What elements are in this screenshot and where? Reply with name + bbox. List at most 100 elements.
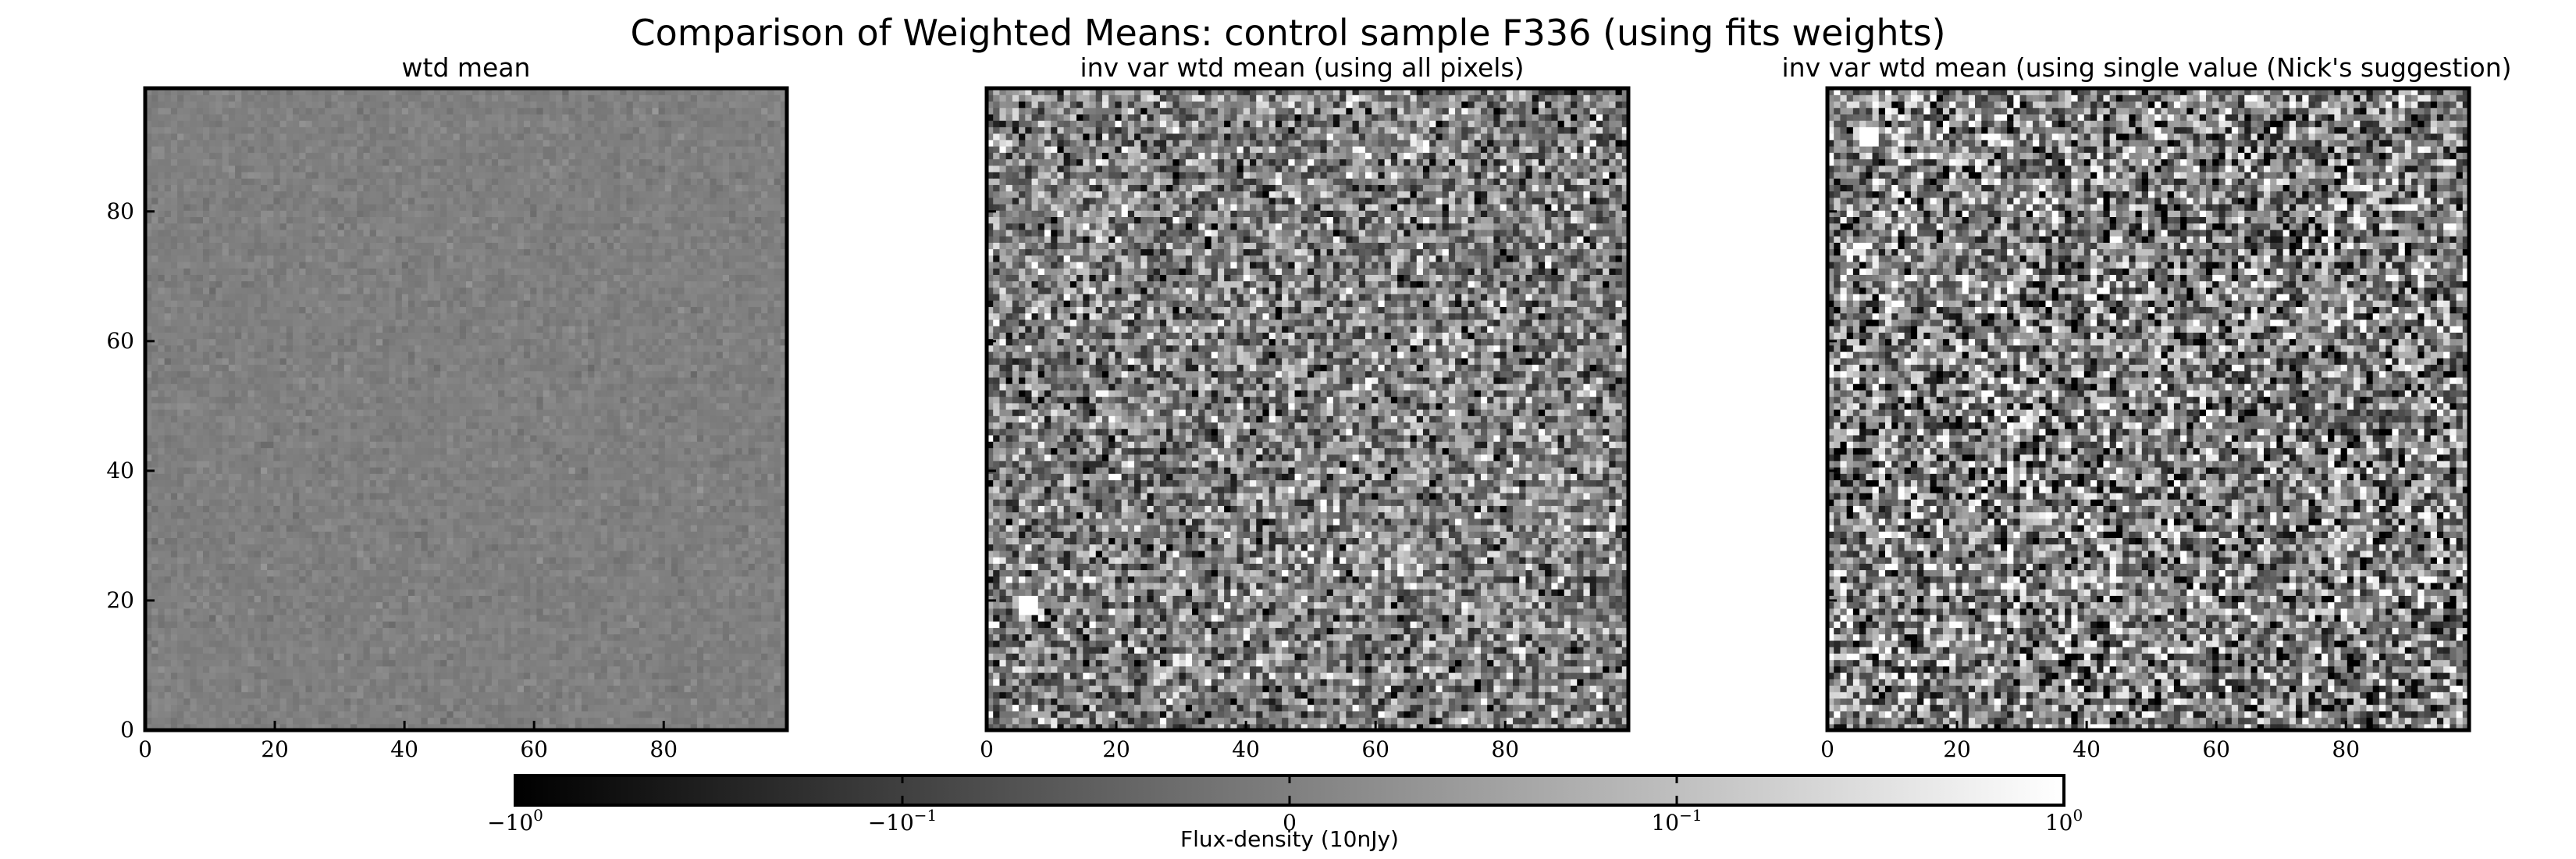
heatmap-cell	[543, 479, 550, 487]
heatmap-cell	[228, 640, 236, 647]
heatmap-cell	[722, 589, 730, 596]
heatmap-cell	[562, 601, 570, 609]
heatmap-cell	[575, 499, 582, 506]
heatmap-cell	[626, 441, 634, 448]
heatmap-cell	[447, 589, 454, 596]
heatmap-cell	[267, 627, 274, 635]
heatmap-cell	[305, 557, 313, 564]
heatmap-cell	[658, 640, 666, 647]
heatmap-cell	[247, 434, 255, 442]
heatmap-cell	[440, 576, 447, 583]
heatmap-cell	[293, 409, 300, 416]
heatmap-cell	[722, 537, 730, 545]
heatmap-cell	[427, 711, 435, 718]
heatmap-cell	[536, 697, 544, 705]
heatmap-cell	[453, 415, 461, 423]
heatmap-cell	[305, 569, 313, 577]
heatmap-cell	[780, 428, 788, 436]
heatmap-cell	[556, 409, 563, 416]
heatmap-cell	[337, 409, 345, 416]
heatmap-cell	[472, 531, 480, 538]
heatmap-cell	[170, 460, 178, 468]
heatmap-cell	[568, 415, 576, 423]
heatmap-cell	[614, 659, 621, 667]
heatmap-cell	[433, 685, 441, 693]
heatmap-cell	[536, 659, 544, 667]
heatmap-cell	[498, 621, 505, 629]
heatmap-cell	[581, 659, 589, 667]
heatmap-cell	[549, 479, 557, 487]
heatmap-cell	[209, 691, 217, 699]
heatmap-cell	[466, 589, 473, 596]
heatmap-cell	[479, 492, 486, 500]
heatmap-cell	[549, 697, 557, 705]
heatmap-cell	[343, 582, 351, 590]
heatmap-cell	[472, 569, 480, 577]
heatmap-cell	[209, 685, 217, 693]
heatmap-cell	[671, 621, 678, 629]
heatmap-cell	[594, 665, 602, 673]
heatmap-cell	[459, 531, 467, 538]
heatmap-cell	[639, 627, 646, 635]
heatmap-cell	[447, 479, 454, 487]
heatmap-cell	[350, 595, 358, 603]
heatmap-cell	[375, 717, 383, 725]
heatmap-cell	[754, 428, 762, 436]
heatmap-cell	[485, 499, 493, 506]
heatmap-cell	[254, 601, 262, 609]
heatmap-cell	[286, 627, 294, 635]
heatmap-cell	[202, 659, 210, 667]
heatmap-cell	[684, 537, 692, 545]
heatmap-cell	[639, 589, 646, 596]
heatmap-cell	[286, 415, 294, 423]
heatmap-cell	[594, 505, 602, 513]
heatmap-cell	[190, 685, 197, 693]
heatmap-cell	[511, 582, 518, 590]
heatmap-cell	[343, 691, 351, 699]
heatmap-cell	[671, 627, 678, 635]
heatmap-cell	[395, 499, 403, 506]
heatmap-cell	[588, 550, 595, 558]
heatmap-cell	[748, 409, 756, 416]
heatmap-cell	[325, 415, 332, 423]
heatmap-cell	[421, 582, 429, 590]
heatmap-cell	[279, 428, 287, 436]
heatmap-cell	[678, 569, 685, 577]
heatmap-cell	[581, 505, 589, 513]
heatmap-cell	[421, 422, 429, 430]
heatmap-cell	[466, 479, 473, 487]
heatmap-cell	[177, 665, 184, 673]
heatmap-cell	[594, 627, 602, 635]
heatmap-cell	[780, 563, 788, 571]
heatmap-cell	[337, 685, 345, 693]
heatmap-cell	[549, 557, 557, 564]
heatmap-cell	[632, 704, 640, 711]
heatmap-cell	[517, 422, 525, 430]
heatmap-cell	[664, 615, 672, 622]
heatmap-cell	[472, 627, 480, 635]
heatmap-cell	[646, 576, 653, 583]
heatmap-cell	[183, 563, 191, 571]
heatmap-cell	[389, 582, 397, 590]
heatmap-cell	[556, 524, 563, 532]
heatmap-cell	[735, 550, 743, 558]
heatmap-cell	[530, 466, 538, 474]
heatmap-cell	[562, 434, 570, 442]
heatmap-cell	[267, 679, 274, 686]
heatmap-cell	[754, 486, 762, 494]
heatmap-cell	[190, 608, 197, 615]
heatmap-cell	[415, 557, 422, 564]
heatmap-cell	[235, 595, 242, 603]
heatmap-cell	[183, 499, 191, 506]
heatmap-cell	[273, 422, 281, 430]
heatmap-cell	[696, 524, 704, 532]
heatmap-cell	[202, 466, 210, 474]
heatmap-cell	[343, 640, 351, 647]
heatmap-cell	[311, 428, 319, 436]
heatmap-cell	[158, 640, 165, 647]
heatmap-cell	[408, 615, 415, 622]
heatmap-cell	[549, 434, 557, 442]
heatmap-cell	[600, 537, 608, 545]
heatmap-cell	[325, 679, 332, 686]
heatmap-cell	[433, 582, 441, 590]
